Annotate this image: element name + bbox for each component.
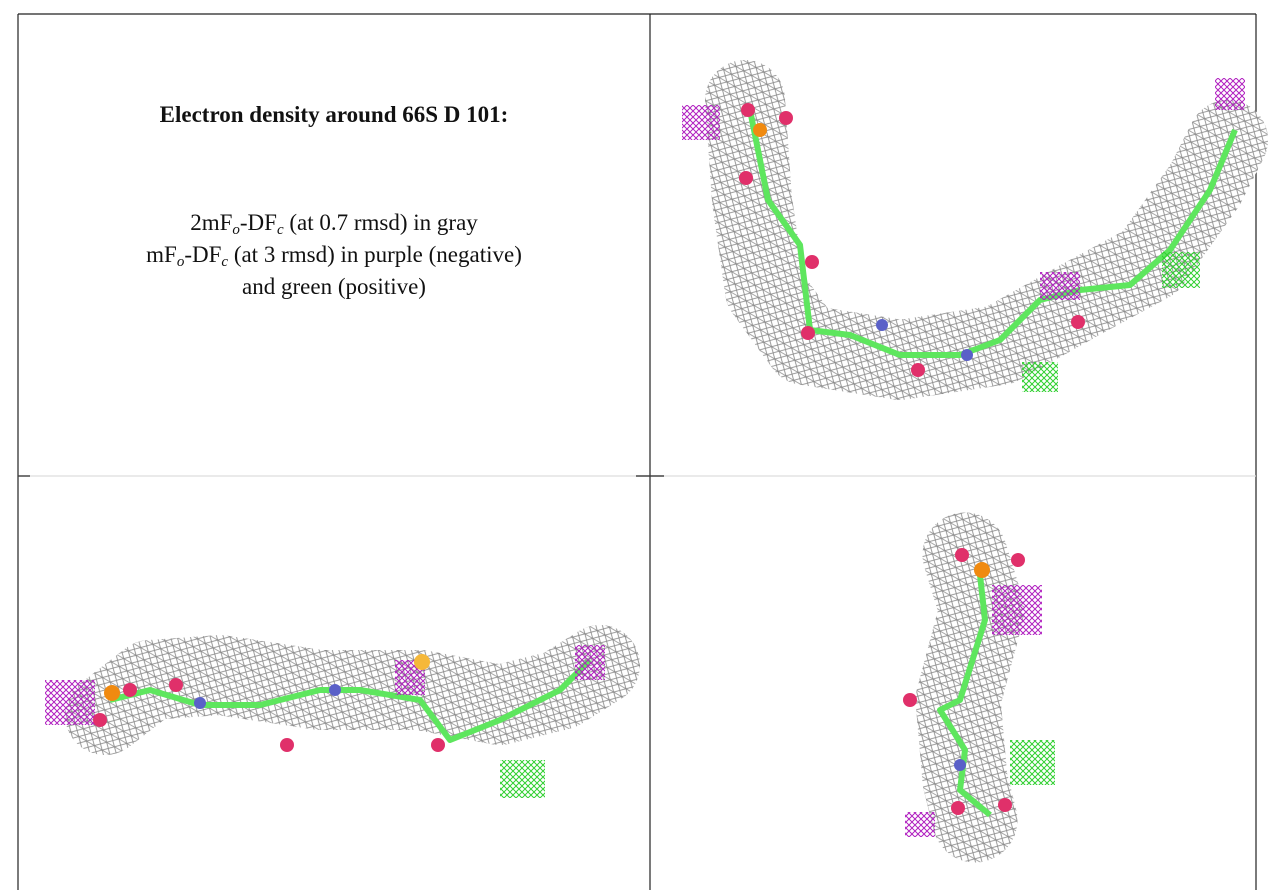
density-image-1	[682, 78, 1245, 392]
subscript: c	[277, 222, 284, 238]
table-borders	[18, 14, 1256, 890]
caption-line: mFo-DFc (at 3 rmsd) in purple (negative)	[18, 242, 650, 271]
figure-table	[0, 0, 1274, 890]
text-run: -DF	[240, 210, 277, 235]
subscript: o	[232, 222, 240, 238]
caption-line: and green (positive)	[18, 274, 650, 300]
text-run: (at 3 rmsd) in purple (negative)	[228, 242, 522, 267]
text-run: (at 0.7 rmsd) in gray	[284, 210, 478, 235]
caption-title: Electron density around 66S D 101:	[18, 102, 650, 128]
text-run: and green (positive)	[242, 274, 426, 299]
text-run: 2mF	[190, 210, 232, 235]
text-run: mF	[146, 242, 177, 267]
density-image-2	[45, 645, 605, 798]
caption-line: 2mFo-DFc (at 0.7 rmsd) in gray	[18, 210, 650, 239]
density-image-3	[903, 548, 1055, 837]
text-run: -DF	[184, 242, 221, 267]
page: Electron density around 66S D 101: 2mFo-…	[0, 0, 1274, 890]
